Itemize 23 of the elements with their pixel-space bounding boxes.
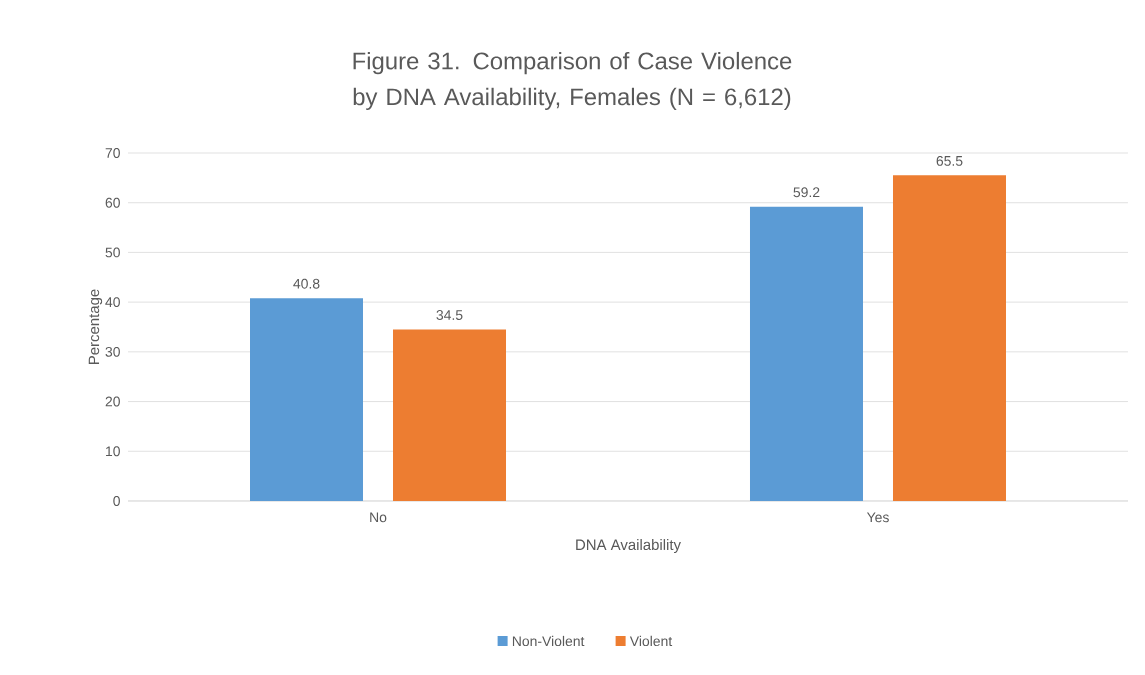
y-tick-label: 0 <box>113 496 120 506</box>
y-tick-label: 20 <box>105 396 120 407</box>
data-label: 59.2 <box>793 187 820 198</box>
y-tick-label: 60 <box>105 197 120 208</box>
legend-label: Non-Violent <box>512 635 585 647</box>
x-tick-label: No <box>370 512 387 523</box>
x-tick-label: Yes <box>866 512 889 523</box>
chart-title: Figure 31. Comparison of Case Violence by DNA Availability, Females (N = 6,612) <box>353 51 792 111</box>
x-axis-title: DNA Availability <box>576 539 681 553</box>
legend-label: Violent <box>629 635 673 647</box>
y-tick-label: 30 <box>105 346 120 357</box>
bar <box>892 175 1006 501</box>
y-tick-label: 50 <box>105 247 120 258</box>
data-label: 40.8 <box>293 278 320 289</box>
y-tick-label: 10 <box>106 446 120 457</box>
bar <box>749 206 863 501</box>
y-tick-label: 70 <box>105 148 120 158</box>
data-label: 65.5 <box>936 155 963 166</box>
data-label: 34.5 <box>436 310 463 320</box>
bar <box>393 329 507 501</box>
bar <box>250 298 363 501</box>
y-axis-title: Percentage <box>88 289 103 364</box>
y-tick-label: 40 <box>105 297 120 308</box>
